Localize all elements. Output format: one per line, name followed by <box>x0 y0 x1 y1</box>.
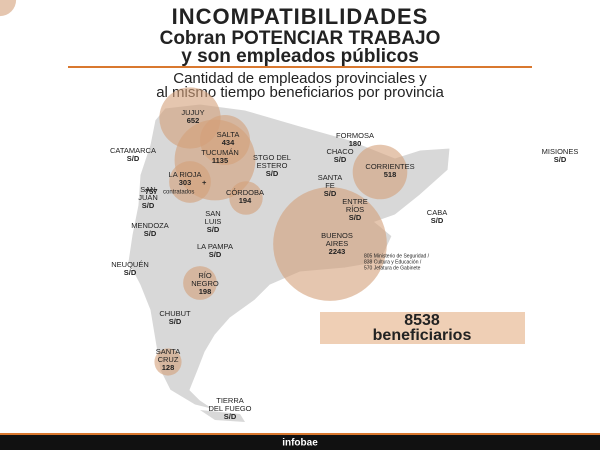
province-name: TUCUMÁN <box>201 148 239 157</box>
province-bubble <box>229 181 263 215</box>
province-value: S/D <box>209 250 222 259</box>
total-label: beneficiarios <box>373 327 472 344</box>
province-name: RÍOS <box>346 205 364 214</box>
province-name: ESTERO <box>257 161 288 170</box>
province-value: 128 <box>162 363 175 372</box>
province-name: FE <box>325 181 335 190</box>
province-value: 652 <box>187 116 200 125</box>
province-extra: + <box>202 178 207 187</box>
province-value: S/D <box>349 213 362 222</box>
province-name: AIRES <box>326 239 349 248</box>
province-value: 2243 <box>329 247 346 256</box>
province-name: LUIS <box>205 217 222 226</box>
description: al mismo tiempo beneficiarios por provin… <box>156 84 444 101</box>
province-name: LA RIOJA <box>169 170 202 179</box>
province-value: 198 <box>199 287 212 296</box>
footer-bar <box>0 435 600 450</box>
province-name: CRUZ <box>158 355 179 364</box>
total-value: 8538 <box>404 312 440 329</box>
province-name: SANTA <box>318 173 342 182</box>
province-value: S/D <box>124 268 137 277</box>
footer-brand: infobae <box>282 438 318 449</box>
province-value: S/D <box>169 317 182 326</box>
province-note: 838 Cultura y Educación / <box>364 259 422 265</box>
province-name: MENDOZA <box>131 221 169 230</box>
province-name: STGO DEL <box>253 153 291 162</box>
subtitle: Cobran POTENCIAR TRABAJO <box>160 28 441 49</box>
province-name: LA PAMPA <box>197 242 233 251</box>
province-value: S/D <box>207 225 220 234</box>
province-name: CATAMARCA <box>110 146 156 155</box>
province-bubble <box>183 266 217 300</box>
province-note: contratados <box>163 190 194 196</box>
province-value: S/D <box>142 201 155 210</box>
province-value: 303 <box>179 178 192 187</box>
province-name: CABA <box>427 208 447 217</box>
province-bubble <box>154 348 182 376</box>
province-bubble <box>352 144 408 200</box>
province-name: FORMOSA <box>336 131 374 140</box>
province-name: BUENOS <box>321 231 353 240</box>
province-bubble <box>273 187 387 301</box>
province-value: S/D <box>431 216 444 225</box>
province-value: 434 <box>222 138 235 147</box>
province-name: CHACO <box>326 147 353 156</box>
province-name: DEL FUEGO <box>208 404 251 413</box>
province-value: S/D <box>554 155 567 164</box>
province-name: SAN <box>205 209 220 218</box>
province-value: 1135 <box>212 156 228 165</box>
province-name: NEGRO <box>191 279 219 288</box>
title: INCOMPATIBILIDADES <box>172 4 429 29</box>
province-name: SAN <box>140 185 155 194</box>
description: Cantidad de empleados provinciales y <box>173 70 427 87</box>
province-value: S/D <box>324 189 337 198</box>
province-name: TIERRA <box>216 396 244 405</box>
province-name: JUJUY <box>181 108 204 117</box>
province-name: MISIONES <box>542 147 579 156</box>
province-value: S/D <box>266 169 279 178</box>
province-name: NEUQUÉN <box>111 260 149 269</box>
province-value: 180 <box>349 139 362 148</box>
province-value: S/D <box>127 154 140 163</box>
province-name: CÓRDOBA <box>226 188 264 197</box>
province-note: 805 Ministerio de Seguridad / <box>364 253 430 259</box>
province-name: CHUBUT <box>159 309 191 318</box>
subtitle: y son empleados públicos <box>181 46 419 67</box>
province-note: 757 <box>145 187 158 196</box>
province-bubble <box>169 161 211 203</box>
province-value: S/D <box>144 229 157 238</box>
province-name: CORRIENTES <box>365 162 414 171</box>
province-value: S/D <box>334 155 347 164</box>
province-name: RÍO <box>198 271 212 280</box>
province-name: SANTA <box>156 347 180 356</box>
province-value: S/D <box>224 412 237 421</box>
map-tierra-del-fuego <box>200 410 245 422</box>
total-box <box>320 312 525 344</box>
province-name: ENTRE <box>342 197 367 206</box>
province-bubble <box>0 0 17 17</box>
province-name: JUAN <box>138 193 158 202</box>
province-note: 570 Jefatura de Gabinete <box>364 265 421 271</box>
province-value: 194 <box>239 196 252 205</box>
province-name: SALTA <box>217 130 240 139</box>
province-value: 518 <box>384 170 397 179</box>
